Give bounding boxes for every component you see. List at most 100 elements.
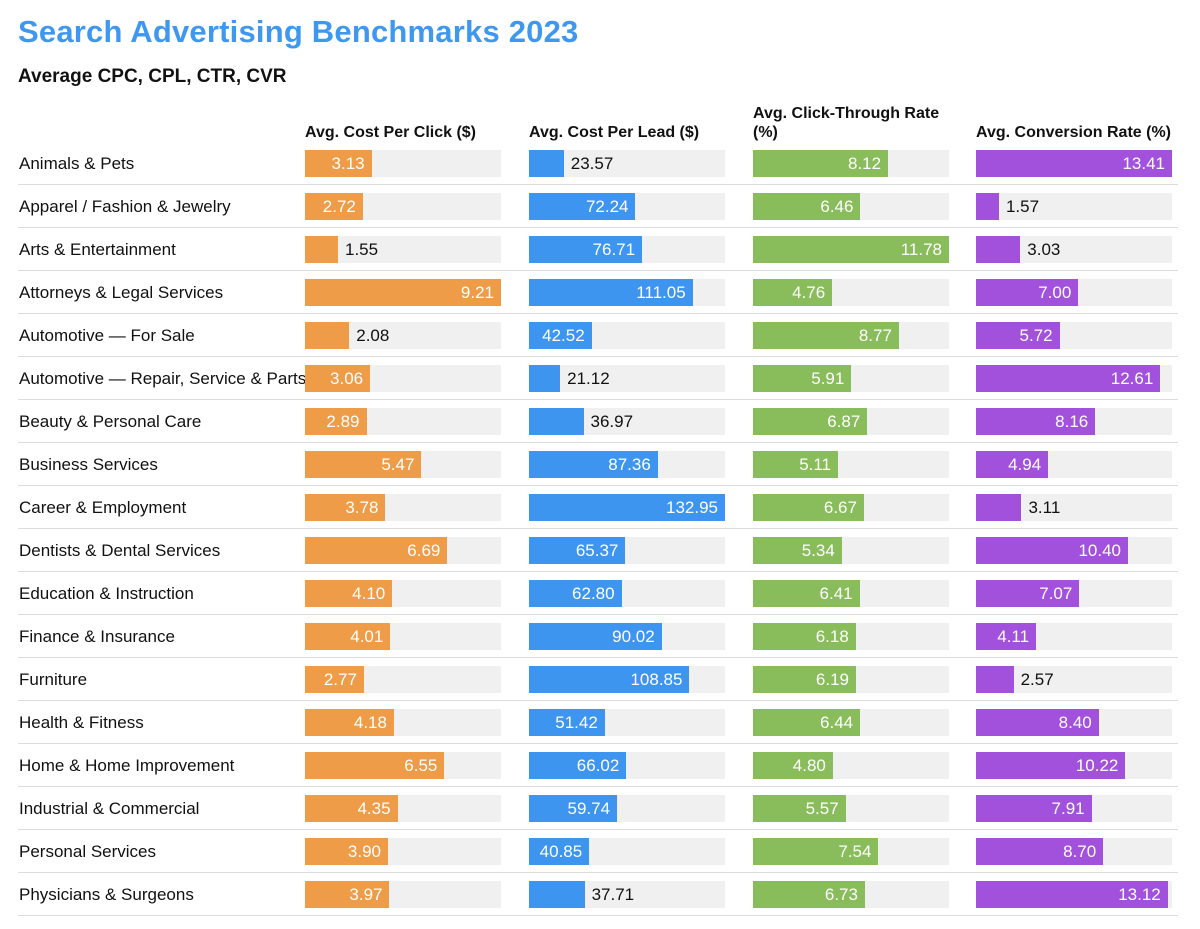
- cpl-value-label: 36.97: [590, 412, 634, 431]
- cpc-bar: [305, 795, 398, 822]
- cpl-track: 40.85: [529, 838, 725, 865]
- cvr-bar: [976, 709, 1099, 736]
- ctr-track: 6.19: [753, 666, 949, 693]
- cpc-track: 3.13: [305, 150, 501, 177]
- cpc-bar: [305, 451, 422, 478]
- ctr-value-label: 6.44: [820, 713, 854, 732]
- cvr-bar: [976, 408, 1096, 435]
- cvr-track: 8.40: [976, 709, 1172, 736]
- cpl-bar: [529, 322, 592, 349]
- column-header-ctr: Avg. Click-Through Rate (%): [753, 105, 940, 141]
- ctr-bar: [753, 365, 852, 392]
- ctr-value-label: 6.67: [823, 498, 857, 517]
- cpc-track: 4.01: [305, 623, 501, 650]
- cpl-value-label: 59.74: [567, 799, 611, 818]
- cpc-bar: [305, 365, 371, 392]
- ctr-track: 6.87: [753, 408, 949, 435]
- cvr-bar: [976, 236, 1021, 263]
- cpc-bar: [305, 193, 363, 220]
- cvr-value-label: 3.11: [1028, 498, 1061, 517]
- ctr-bar: [753, 322, 899, 349]
- table-row: Furniture 2.77 108.85 6.19 2.57: [18, 658, 1178, 701]
- category-label: Apparel / Fashion & Jewelry: [19, 197, 231, 216]
- cvr-track: 13.12: [976, 881, 1172, 908]
- cpl-bar: [529, 150, 564, 177]
- cpl-bar: [529, 236, 643, 263]
- cpc-value-label: 4.18: [353, 713, 387, 732]
- cpl-track: 90.02: [529, 623, 725, 650]
- ctr-track: 6.46: [753, 193, 949, 220]
- cpl-bar: [529, 193, 636, 220]
- cpc-value-label: 1.55: [344, 240, 379, 259]
- cpc-track: 3.97: [305, 881, 501, 908]
- cvr-track: 7.00: [976, 279, 1172, 306]
- cpl-value-label: 87.36: [608, 455, 651, 474]
- cpl-value-label: 90.02: [612, 627, 655, 646]
- cvr-value-label: 12.61: [1110, 369, 1154, 388]
- table-row: Education & Instruction 4.10 62.80 6.41 7.07: [18, 572, 1178, 615]
- cvr-value-label: 4.94: [1008, 455, 1042, 474]
- cpc-value-label: 2.89: [326, 412, 360, 431]
- ctr-value-label: 7.54: [838, 842, 872, 861]
- cpc-value-label: 3.97: [349, 885, 383, 904]
- cpl-value-label: 51.42: [555, 713, 598, 732]
- cpc-track: 3.90: [305, 838, 501, 865]
- cpl-track: 21.12: [529, 365, 725, 392]
- table-row: Business Services 5.47 87.36 5.11 4.94: [18, 443, 1178, 486]
- cpl-bar: [529, 795, 618, 822]
- cvr-value-label: 4.11: [997, 627, 1030, 646]
- ctr-bar: [753, 236, 949, 263]
- cvr-bar: [976, 623, 1037, 650]
- cpl-track: 36.97: [529, 408, 725, 435]
- cpc-value-label: 3.13: [331, 154, 365, 173]
- ctr-track: 5.91: [753, 365, 949, 392]
- ctr-track: 6.67: [753, 494, 949, 521]
- cvr-bar: [976, 580, 1080, 607]
- cpl-value-label: 42.52: [542, 326, 585, 345]
- ctr-bar: [753, 795, 846, 822]
- ctr-bar: [753, 709, 861, 736]
- cvr-track: 5.72: [976, 322, 1172, 349]
- cvr-track: 8.16: [976, 408, 1172, 435]
- ctr-track: 4.76: [753, 279, 949, 306]
- ctr-value-label: 6.18: [815, 627, 849, 646]
- cpc-value-label: 6.69: [407, 541, 441, 560]
- cpc-bar: [305, 666, 364, 693]
- ctr-value-label: 11.78: [900, 240, 942, 259]
- table-row: Career & Employment 3.78 132.95 6.67 3.11: [18, 486, 1178, 529]
- category-label: Finance & Insurance: [19, 627, 175, 646]
- category-label: Industrial & Commercial: [19, 799, 200, 818]
- cpl-value-label: 62.80: [572, 584, 615, 603]
- category-label: Animals & Pets: [19, 154, 135, 173]
- table-row: Apparel / Fashion & Jewelry 2.72 72.24 6.46…: [18, 185, 1178, 228]
- cvr-value-label: 1.57: [1005, 197, 1040, 216]
- cpl-track: 111.05: [529, 279, 725, 306]
- cpl-track: 132.95: [529, 494, 725, 521]
- ctr-value-label: 6.19: [815, 670, 849, 689]
- category-label: Furniture: [19, 670, 88, 689]
- cpl-track: 37.71: [529, 881, 725, 908]
- cvr-value-label: 5.72: [1019, 326, 1053, 345]
- cvr-bar: [976, 193, 999, 220]
- cpl-value-label: 66.02: [576, 756, 620, 775]
- cpc-value-label: 2.72: [322, 197, 356, 216]
- cpl-track: 66.02: [529, 752, 725, 779]
- cpc-value-label: 2.08: [356, 326, 390, 345]
- ctr-bar: [753, 752, 833, 779]
- cpl-bar: [529, 451, 658, 478]
- cpc-value-label: 3.78: [345, 498, 379, 517]
- ctr-bar: [753, 537, 842, 564]
- ctr-bar: [753, 666, 856, 693]
- cvr-value-label: 13.41: [1122, 154, 1165, 173]
- category-label: Arts & Entertainment: [19, 240, 176, 259]
- category-label: Business Services: [19, 455, 158, 474]
- cpl-bar: [529, 580, 622, 607]
- cpc-bar: [305, 623, 391, 650]
- table-row: Home & Home Improvement 6.55 66.02 4.80 10.2…: [18, 744, 1178, 787]
- ctr-track: 5.57: [753, 795, 949, 822]
- table-row: Physicians & Surgeons 3.97 37.71 6.73 13.12: [18, 873, 1178, 916]
- cvr-value-label: 13.12: [1118, 885, 1161, 904]
- cpc-bar: [305, 408, 367, 435]
- cvr-value-label: 10.22: [1075, 756, 1119, 775]
- category-label: Education & Instruction: [19, 584, 194, 603]
